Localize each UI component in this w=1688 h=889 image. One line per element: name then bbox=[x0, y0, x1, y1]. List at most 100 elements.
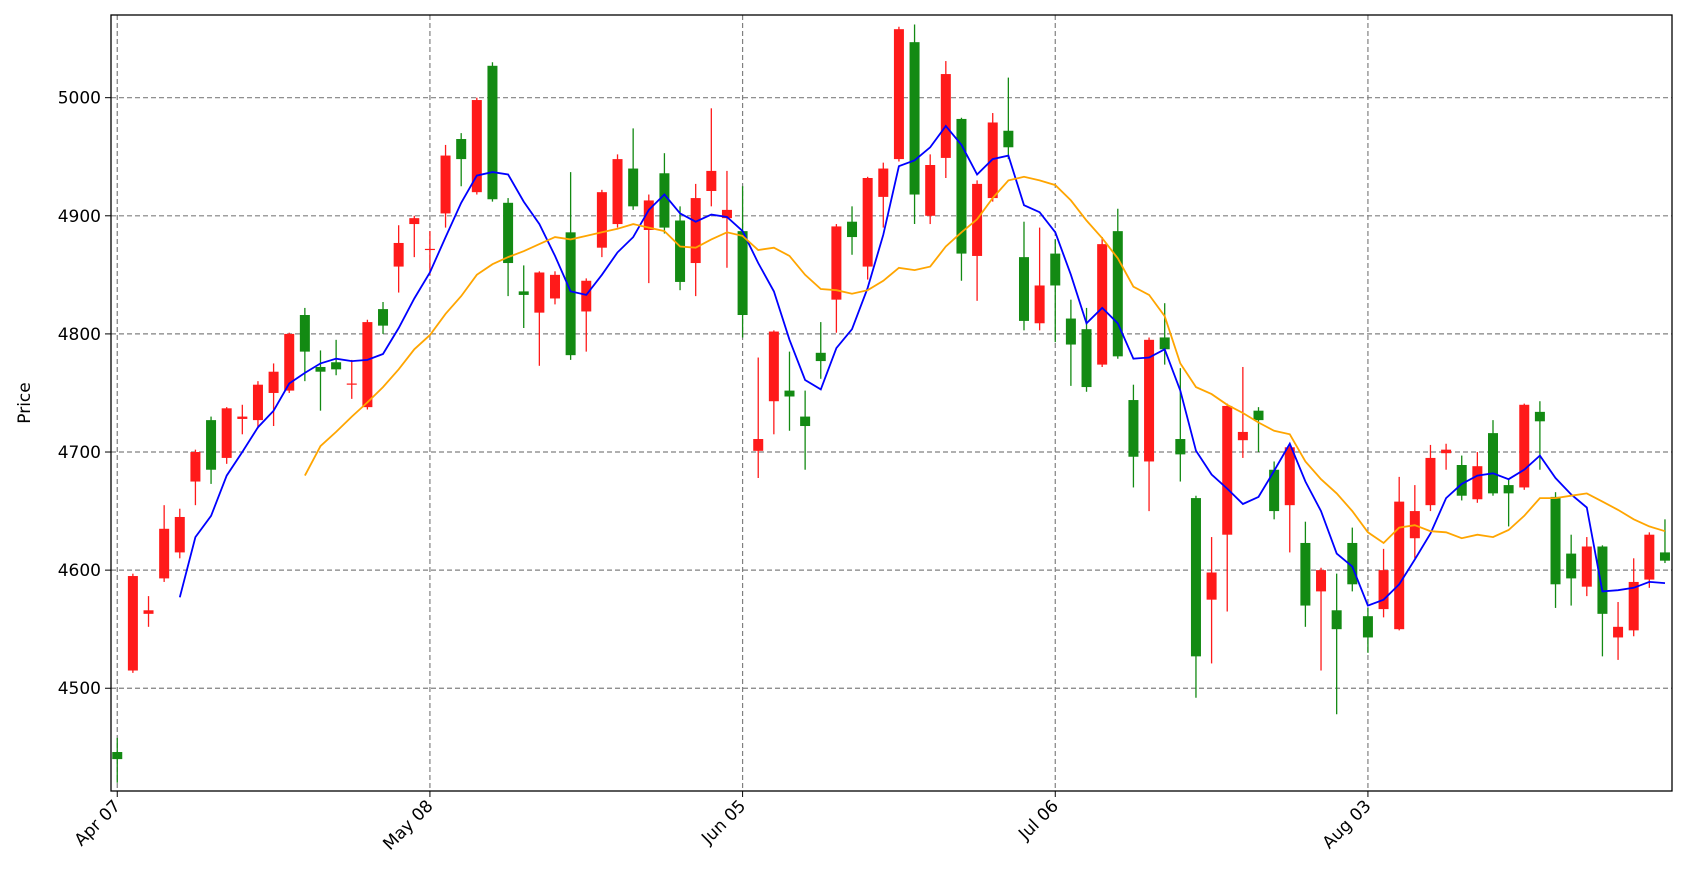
candle-body bbox=[1472, 466, 1483, 500]
candle-body bbox=[956, 118, 967, 254]
candle-body bbox=[1065, 318, 1076, 345]
candle-body bbox=[424, 248, 435, 251]
candle-body bbox=[831, 226, 842, 300]
candle-body bbox=[237, 416, 248, 419]
y-tick-label: 4700 bbox=[58, 443, 101, 463]
candle-body bbox=[753, 439, 764, 451]
candle-body bbox=[1659, 552, 1670, 561]
candle-body bbox=[1175, 439, 1186, 455]
candle-body bbox=[549, 274, 560, 299]
candle-body bbox=[1362, 616, 1373, 638]
candle-body bbox=[737, 231, 748, 316]
candle-body bbox=[612, 159, 623, 225]
candle-body bbox=[1159, 337, 1170, 350]
candle-body bbox=[1018, 257, 1029, 321]
candle-body bbox=[1378, 570, 1389, 610]
candle-body bbox=[221, 408, 232, 458]
candle-body bbox=[440, 155, 451, 214]
candle-body bbox=[1503, 485, 1514, 494]
candle-body bbox=[315, 366, 326, 372]
candle-body bbox=[518, 291, 529, 295]
y-tick-label: 5000 bbox=[58, 89, 101, 109]
candle-body bbox=[456, 139, 467, 160]
candle-body bbox=[1597, 546, 1608, 614]
candle-body bbox=[1003, 130, 1014, 148]
plot-frame bbox=[110, 14, 1673, 792]
candle-body bbox=[1112, 231, 1123, 357]
candle-body bbox=[1613, 626, 1624, 638]
candle-body bbox=[471, 100, 482, 193]
candle-body bbox=[815, 352, 826, 362]
x-tick-label: Aug 03 bbox=[1319, 796, 1376, 853]
candle-body bbox=[1097, 244, 1108, 365]
candle-body bbox=[1566, 553, 1577, 579]
candle-body bbox=[1550, 496, 1561, 585]
x-tick-label: May 08 bbox=[379, 796, 437, 854]
candle-body bbox=[925, 165, 936, 216]
candle-body bbox=[1628, 581, 1639, 631]
candle-body bbox=[174, 516, 185, 553]
candle-body bbox=[1456, 465, 1467, 496]
candle-body bbox=[1222, 405, 1233, 535]
candle-body bbox=[1534, 411, 1545, 422]
candle-body bbox=[1050, 253, 1061, 286]
candle-body bbox=[628, 168, 639, 207]
candle-body bbox=[565, 232, 576, 356]
candle-body bbox=[909, 42, 920, 195]
candle-body bbox=[1425, 457, 1436, 506]
candle-body bbox=[331, 362, 342, 370]
candle-body bbox=[800, 416, 811, 427]
candle-body bbox=[346, 383, 357, 385]
candle-body bbox=[112, 752, 123, 760]
candle-body bbox=[362, 322, 373, 408]
candle-body bbox=[299, 315, 310, 352]
candle-body bbox=[1128, 400, 1139, 457]
y-tick-label: 4500 bbox=[58, 679, 101, 699]
candle-body bbox=[534, 272, 545, 313]
candle-body bbox=[675, 220, 686, 282]
candle-body bbox=[1144, 339, 1155, 462]
candle-body bbox=[143, 610, 154, 614]
y-tick-label: 4600 bbox=[58, 561, 101, 581]
y-axis-label: Price bbox=[15, 382, 35, 423]
candle-body bbox=[690, 198, 701, 264]
candle-body bbox=[1284, 447, 1295, 506]
candle-body bbox=[768, 331, 779, 402]
candle-body bbox=[1487, 433, 1498, 494]
candle-body bbox=[1300, 542, 1311, 606]
candle-body bbox=[252, 384, 263, 421]
candle-body bbox=[893, 29, 904, 160]
candle-body bbox=[1237, 431, 1248, 441]
candle-body bbox=[1081, 329, 1092, 388]
candle-body bbox=[1034, 285, 1045, 324]
candle-body bbox=[643, 200, 654, 230]
candle-body bbox=[721, 209, 732, 219]
candle-body bbox=[659, 173, 670, 228]
candle-body bbox=[393, 242, 404, 267]
candle-body bbox=[1269, 469, 1280, 512]
candle-body bbox=[1190, 498, 1201, 657]
candle-body bbox=[878, 168, 889, 197]
candle-body bbox=[1394, 501, 1405, 630]
candles bbox=[112, 24, 1670, 783]
x-tick-label: Jul 06 bbox=[1014, 796, 1062, 844]
candle-body bbox=[1644, 534, 1655, 580]
candle-body bbox=[847, 221, 858, 238]
candle-body bbox=[1316, 570, 1327, 592]
candle-body bbox=[284, 333, 295, 391]
candle-body bbox=[581, 280, 592, 312]
candle-body bbox=[940, 74, 951, 158]
candle-body bbox=[159, 528, 170, 579]
candle-body bbox=[487, 65, 498, 200]
candle-body bbox=[1347, 542, 1358, 585]
candle-body bbox=[1331, 610, 1342, 630]
candle-body bbox=[409, 218, 420, 225]
candle-body bbox=[1581, 546, 1592, 587]
moving-average-line bbox=[178, 124, 1666, 607]
candle-body bbox=[378, 309, 389, 326]
x-tick-label: Jun 05 bbox=[697, 796, 750, 849]
candle-body bbox=[1519, 404, 1530, 488]
candle-body bbox=[784, 390, 795, 397]
